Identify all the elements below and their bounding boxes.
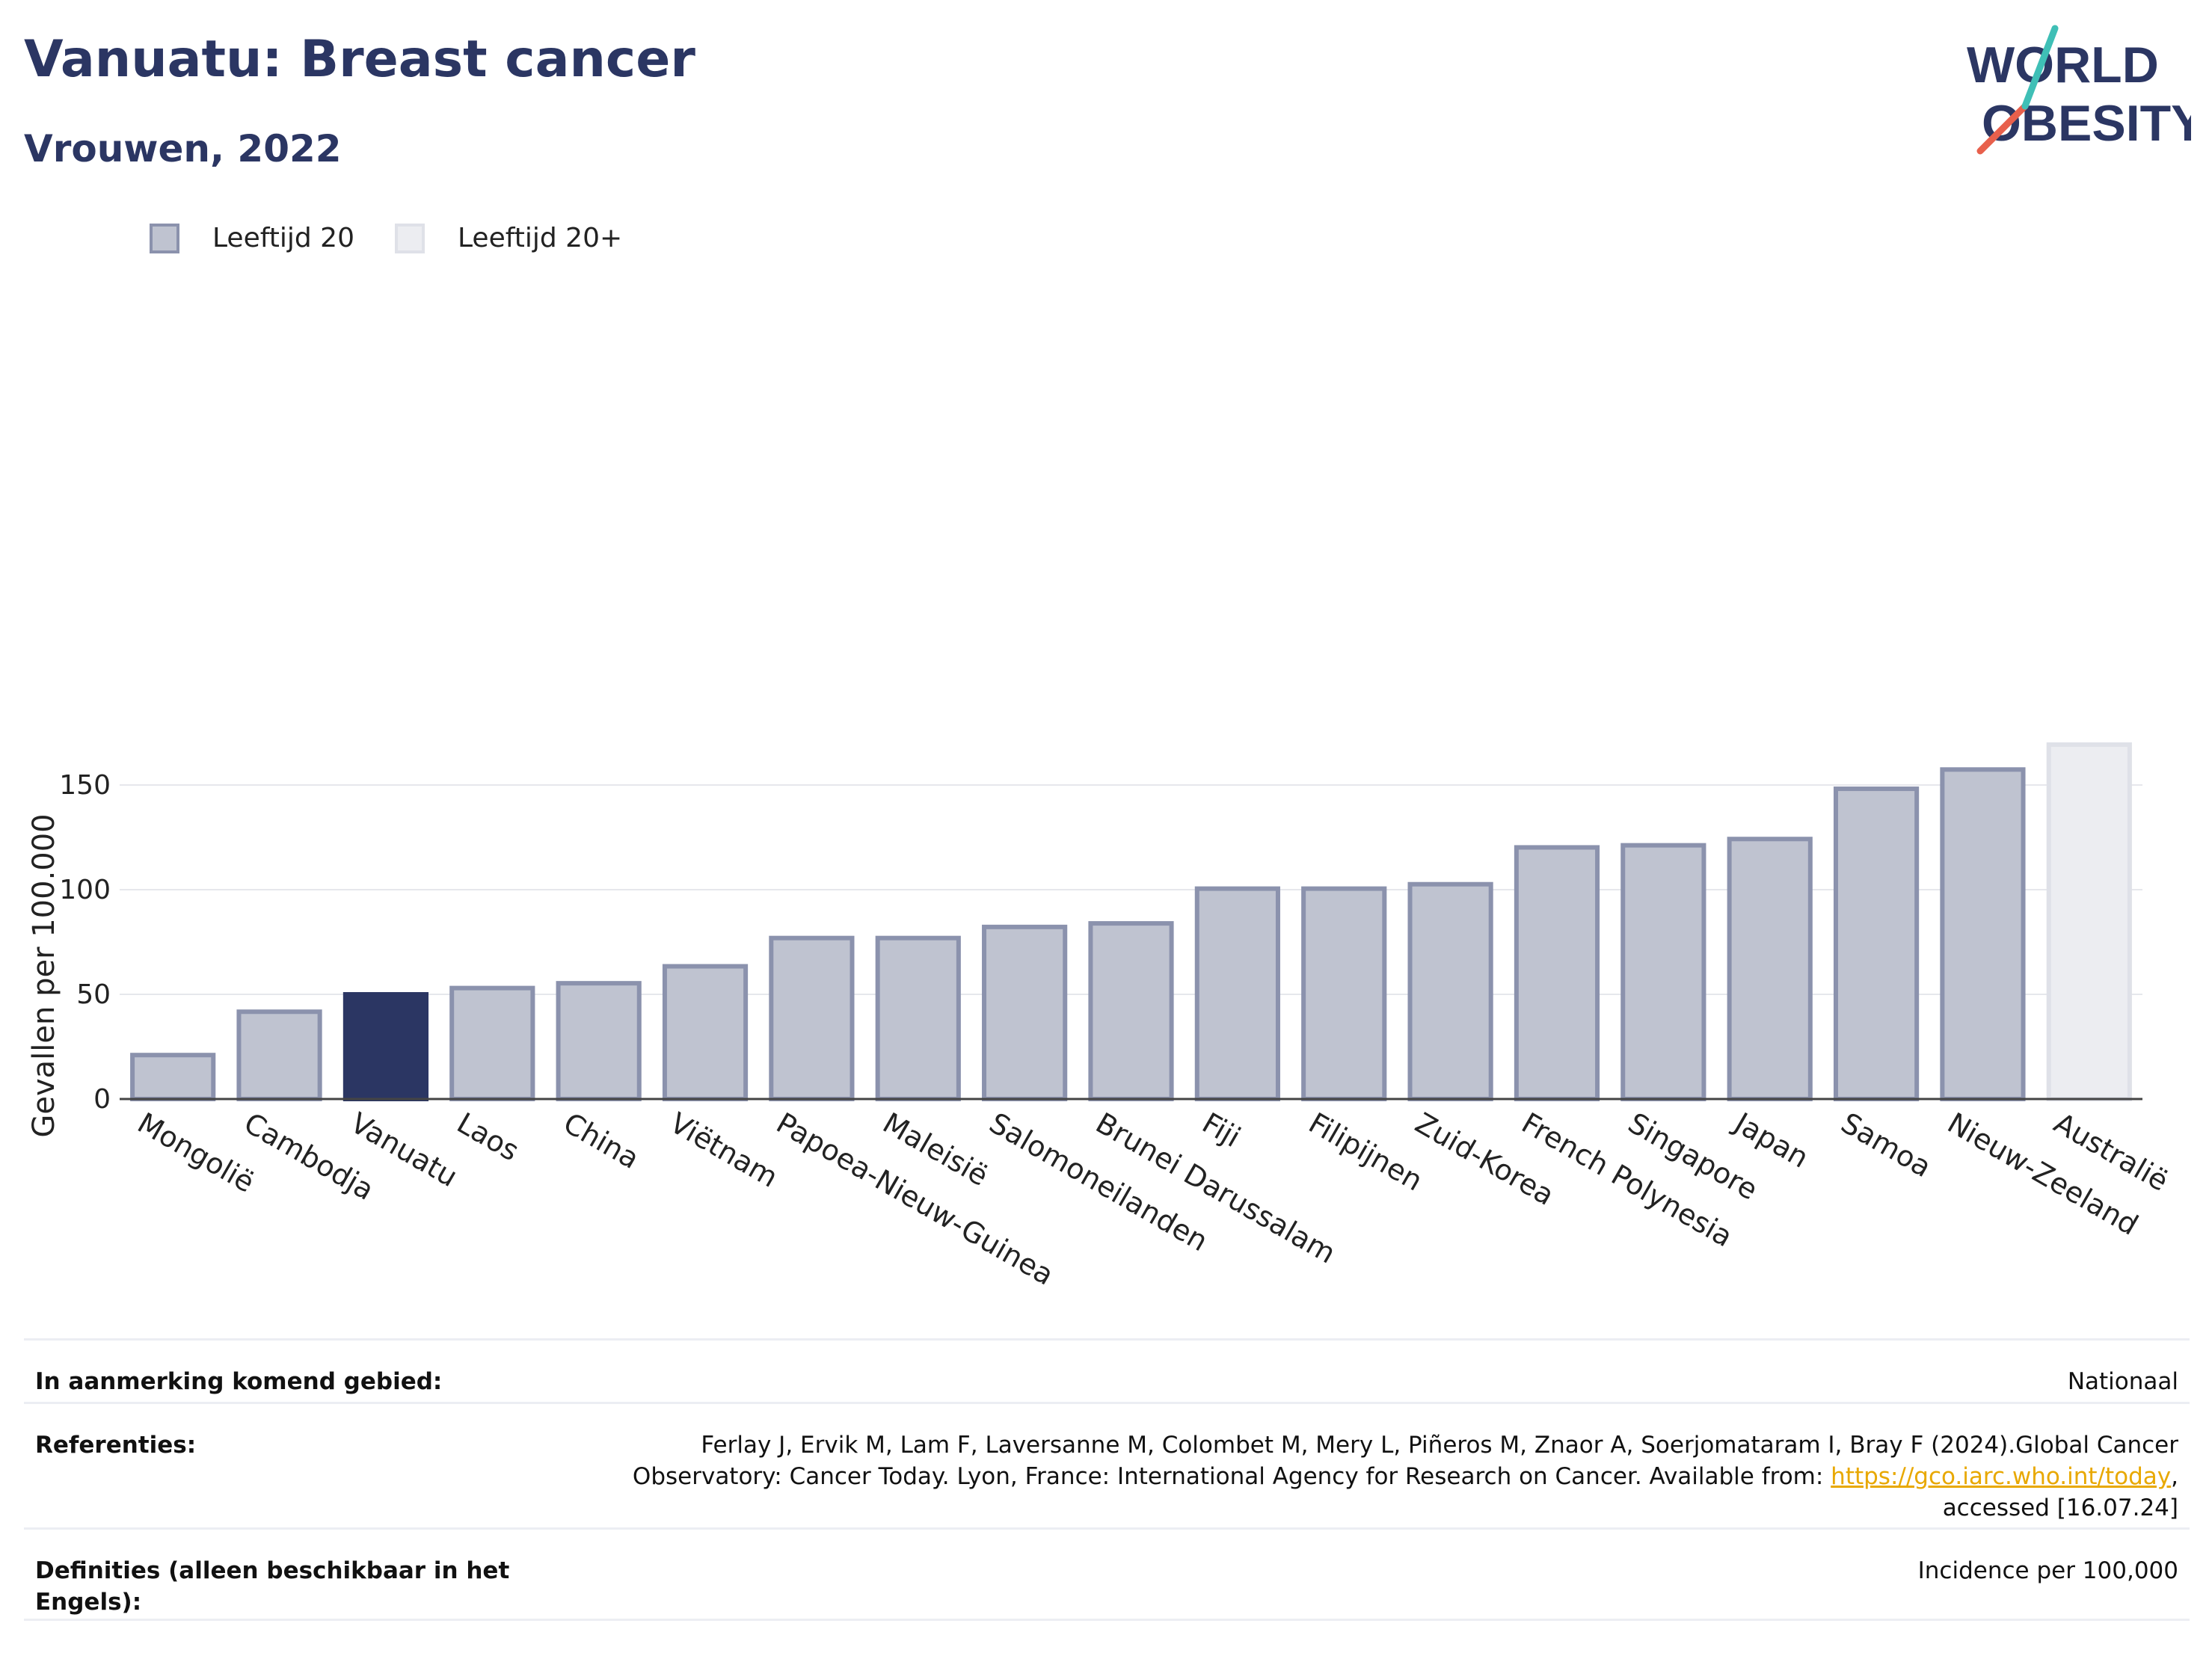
legend-swatch-age-20 xyxy=(150,223,179,253)
logo-line1: WORLD xyxy=(1967,37,2159,93)
bar xyxy=(1407,881,1493,1101)
chart-title: Vanuatu: Breast cancer xyxy=(24,30,695,89)
footer-row-area: In aanmerking komend gebied: Nationaal xyxy=(24,1338,2190,1402)
bar xyxy=(662,964,749,1101)
bar xyxy=(1194,886,1280,1101)
bar xyxy=(769,935,855,1101)
bar xyxy=(130,1053,216,1101)
bar xyxy=(1620,843,1706,1101)
reference-text: Ferlay J, Ervik M, Lam F, Laversanne M, … xyxy=(632,1432,2178,1490)
footer-value-references: Ferlay J, Ervik M, Lam F, Laversanne M, … xyxy=(608,1429,2178,1524)
footer-label-area: In aanmerking komend gebied: xyxy=(35,1368,443,1395)
x-tick-label: Samoa xyxy=(1836,1106,1937,1184)
y-axis-label: Gevallen per 100.000 xyxy=(27,813,61,1137)
bar xyxy=(1514,845,1600,1101)
logo-line2: OBESITY xyxy=(1982,95,2191,152)
footer-label-definitions: Definities (alleen beschikbaar in het En… xyxy=(35,1557,510,1616)
chart-subtitle: Vrouwen, 2022 xyxy=(24,127,342,170)
logo-slash-lower xyxy=(1976,102,2029,155)
x-tick-label: Fiji xyxy=(1196,1106,1246,1154)
x-tick-label: Mongolië xyxy=(132,1106,260,1199)
y-tick-label: 50 xyxy=(76,979,111,1010)
footer-value-area: Nationaal xyxy=(2067,1368,2178,1395)
x-tick-label: Viëtnam xyxy=(665,1106,784,1194)
x-tick-label: China xyxy=(558,1106,645,1175)
legend-item-age-20-plus[interactable]: Leeftijd 20+ xyxy=(395,223,622,253)
bars xyxy=(130,742,2132,1102)
bar xyxy=(1940,767,2026,1102)
x-tick-label: Japan xyxy=(1727,1106,1814,1175)
bar xyxy=(342,992,429,1101)
reference-accessed: , accessed [16.07.24] xyxy=(1942,1463,2178,1521)
legend-swatch-age-20-plus xyxy=(395,223,425,253)
bar xyxy=(875,935,961,1101)
bar xyxy=(982,924,1068,1102)
bar xyxy=(236,1009,322,1101)
y-tick-label: 100 xyxy=(59,875,111,905)
legend-item-age-20[interactable]: Leeftijd 20 xyxy=(150,223,354,253)
world-obesity-logo: WORLD OBESITY xyxy=(1967,25,2191,155)
x-tick-label: Laos xyxy=(452,1106,525,1168)
bar xyxy=(1833,787,1920,1101)
bar xyxy=(2046,742,2132,1102)
y-tick-label: 0 xyxy=(93,1084,111,1115)
y-tick-label: 150 xyxy=(59,770,111,801)
footer-row-references: Referenties: Ferlay J, Ervik M, Lam F, L… xyxy=(24,1402,2190,1527)
bar xyxy=(1301,886,1387,1101)
legend-label-age-20: Leeftijd 20 xyxy=(212,223,354,253)
x-tick-label: Filipijnen xyxy=(1303,1106,1428,1198)
bar xyxy=(1727,837,1813,1101)
bar xyxy=(1088,921,1174,1102)
reference-link[interactable]: https://gco.iarc.who.int/today xyxy=(1831,1463,2172,1490)
footer-label-references: Referenties: xyxy=(35,1432,197,1459)
bar xyxy=(556,981,642,1101)
x-tick-label: Nieuw-Zeeland xyxy=(1942,1106,2144,1242)
footer-row-definitions: Definities (alleen beschikbaar in het En… xyxy=(24,1527,2190,1621)
logo-slash-upper xyxy=(2021,25,2059,110)
footer-value-definitions: Incidence per 100,000 xyxy=(1917,1557,2178,1584)
bar xyxy=(449,985,535,1101)
y-axis-ticks: 0 50 100 150 xyxy=(59,770,111,1115)
footer-table: In aanmerking komend gebied: Nationaal R… xyxy=(24,1338,2190,1621)
legend-label-age-20-plus: Leeftijd 20+ xyxy=(458,223,623,253)
